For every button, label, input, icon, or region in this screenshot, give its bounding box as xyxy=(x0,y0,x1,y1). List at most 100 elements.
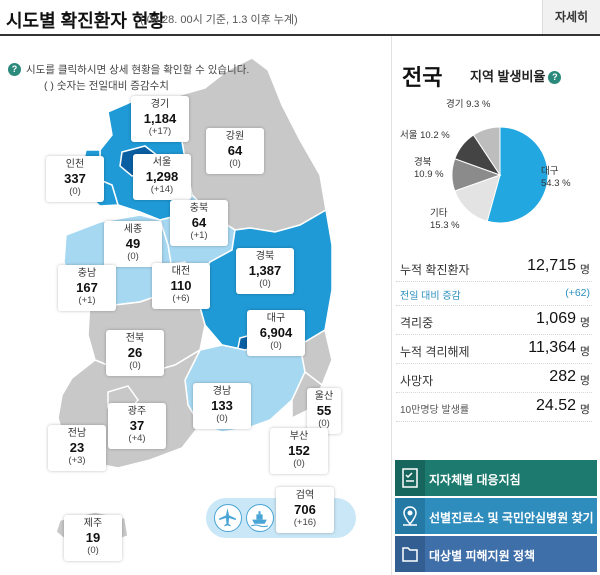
region-name: 경북 xyxy=(255,251,275,262)
region-jeonbuk[interactable]: 전북 26 (0) xyxy=(106,330,164,376)
question-icon[interactable]: ? xyxy=(8,63,21,76)
region-count: 55 xyxy=(316,403,332,418)
region-delta: (0) xyxy=(270,340,282,351)
region-count: 1,298 xyxy=(145,169,179,184)
region-name: 검역 xyxy=(295,490,315,501)
region-name: 경기 xyxy=(150,99,170,110)
national-title: 전국 xyxy=(402,65,443,90)
region-delta: (+4) xyxy=(128,433,146,444)
region-delta: (0) xyxy=(129,360,141,371)
local-guideline-button[interactable]: 지자체별 대응지침 xyxy=(395,460,597,496)
region-delta: (0) xyxy=(87,545,99,556)
region-delta: (+17) xyxy=(148,126,172,137)
region-count: 133 xyxy=(211,398,233,413)
stat-unit: 명 xyxy=(579,346,590,358)
region-count: 110 xyxy=(170,278,192,293)
region-count: 64 xyxy=(191,215,207,230)
region-busan[interactable]: 부산 152 (0) xyxy=(270,428,328,474)
stat-value: (+62) xyxy=(565,287,590,299)
stat-value: 1,069 xyxy=(535,310,576,327)
region-delta: (+16) xyxy=(293,517,317,528)
region-chungbuk[interactable]: 충북 64 (+1) xyxy=(170,200,228,246)
stat-value: 11,364 xyxy=(528,339,576,356)
region-count: 167 xyxy=(76,280,98,295)
region-gyeongnam[interactable]: 경남 133 (0) xyxy=(193,383,251,429)
region-count: 706 xyxy=(294,502,316,517)
region-name: 대전 xyxy=(171,266,191,277)
region-quarantine[interactable]: 검역 706 (+16) xyxy=(276,487,334,533)
support-policy-button[interactable]: 대상별 피해지원 정책 xyxy=(395,536,597,572)
stat-unit: 명 xyxy=(579,317,590,329)
region-count: 337 xyxy=(64,171,86,186)
region-count: 19 xyxy=(85,530,101,545)
region-chungnam[interactable]: 충남 167 (+1) xyxy=(58,265,116,311)
pie-label-other: 기타 15.3 % xyxy=(430,208,460,231)
region-delta: (0) xyxy=(69,186,81,197)
region-delta: (0) xyxy=(127,251,139,262)
ratio-title: 지역 발생비율? xyxy=(470,66,562,85)
region-name: 울산 xyxy=(314,391,334,402)
button-label: 대상별 피해지원 정책 xyxy=(429,549,536,563)
map-notice: ? 시도를 클릭하시면 상세 현황을 확인할 수 있습니다. ( ) 숫자는 전… xyxy=(8,62,250,94)
stat-label: 누적 확진환자 xyxy=(400,263,470,277)
pie-label-gyeonggi: 경기 9.3 % xyxy=(446,99,491,110)
region-count: 49 xyxy=(125,236,141,251)
region-name: 세종 xyxy=(123,224,143,235)
question-icon[interactable]: ? xyxy=(548,71,562,84)
region-sejong[interactable]: 세종 49 (0) xyxy=(104,221,162,267)
region-name: 부산 xyxy=(289,431,309,442)
region-count: 1,387 xyxy=(248,263,282,278)
stat-unit: 명 xyxy=(579,264,590,276)
region-count: 23 xyxy=(69,440,85,455)
region-incheon[interactable]: 인천 337 (0) xyxy=(46,156,104,202)
region-delta: (0) xyxy=(259,278,271,289)
region-count: 152 xyxy=(288,443,310,458)
region-delta: (0) xyxy=(318,418,330,429)
region-shape-ulsan[interactable] xyxy=(299,328,333,387)
region-delta: (0) xyxy=(216,413,228,424)
stat-value: 24.52 xyxy=(535,397,576,414)
region-name: 전북 xyxy=(125,333,145,344)
button-label: 선별진료소 및 국민안심병원 찾기 xyxy=(429,511,594,525)
column-divider xyxy=(391,36,392,575)
folder-icon xyxy=(395,536,425,572)
stat-value: 12,715 xyxy=(527,257,576,274)
more-button[interactable]: 자세히 xyxy=(542,0,600,34)
region-seoul[interactable]: 서울 1,298 (+14) xyxy=(133,154,191,200)
region-name: 서울 xyxy=(152,157,172,168)
region-ulsan[interactable]: 울산 55 (0) xyxy=(307,388,341,434)
region-gwangju[interactable]: 광주 37 (+4) xyxy=(108,403,166,449)
stat-label: 전일 대비 증감 xyxy=(400,291,461,302)
stat-isolated: 격리중 1,069 명 xyxy=(396,306,592,335)
notice-line-1: 시도를 클릭하시면 상세 현황을 확인할 수 있습니다. xyxy=(26,64,250,76)
region-name: 경남 xyxy=(212,386,232,397)
region-jeju[interactable]: 제주 19 (0) xyxy=(64,515,122,561)
region-daejeon[interactable]: 대전 110 (+6) xyxy=(152,263,210,309)
stat-label: 사망자 xyxy=(400,374,434,388)
pie-label-daegu: 대구 54.3 % xyxy=(541,166,571,189)
header-bar: 시도별 확진환자 현황 ( 06.28. 00시 기준, 1.3 이후 누계) … xyxy=(0,0,600,36)
region-daegu[interactable]: 대구 6,904 (0) xyxy=(247,310,305,356)
clinic-finder-button[interactable]: 선별진료소 및 국민안심병원 찾기 xyxy=(395,498,597,534)
stat-incidence-rate: 10만명당 발생률 24.52 명 xyxy=(396,393,592,422)
region-delta: (+14) xyxy=(150,184,174,195)
region-name: 대구 xyxy=(266,313,286,324)
region-gyeonggi[interactable]: 경기 1,184 (+17) xyxy=(131,96,189,142)
region-gyeongbuk[interactable]: 경북 1,387 (0) xyxy=(236,248,294,294)
region-count: 26 xyxy=(127,345,143,360)
map-pin-icon xyxy=(395,498,425,534)
region-count: 64 xyxy=(227,143,243,158)
region-jeonnam[interactable]: 전남 23 (+3) xyxy=(48,425,106,471)
region-delta: (0) xyxy=(229,158,241,169)
region-gangwon[interactable]: 강원 64 (0) xyxy=(206,128,264,174)
ship-icon xyxy=(246,504,274,532)
stat-daily-change: 전일 대비 증감 (+62) xyxy=(396,282,592,306)
stat-label: 누적 격리해제 xyxy=(400,345,470,359)
region-delta: (0) xyxy=(293,458,305,469)
notice-line-2: ( ) 숫자는 전일대비 증감수치 xyxy=(44,80,169,92)
region-count: 6,904 xyxy=(259,325,293,340)
national-stats: 누적 확진환자 12,715 명 전일 대비 증감 (+62) 격리중 1,06… xyxy=(396,253,592,422)
page-title: 시도별 확진환자 현황 xyxy=(6,11,166,31)
stat-unit: 명 xyxy=(579,404,590,416)
region-count: 37 xyxy=(129,418,145,433)
